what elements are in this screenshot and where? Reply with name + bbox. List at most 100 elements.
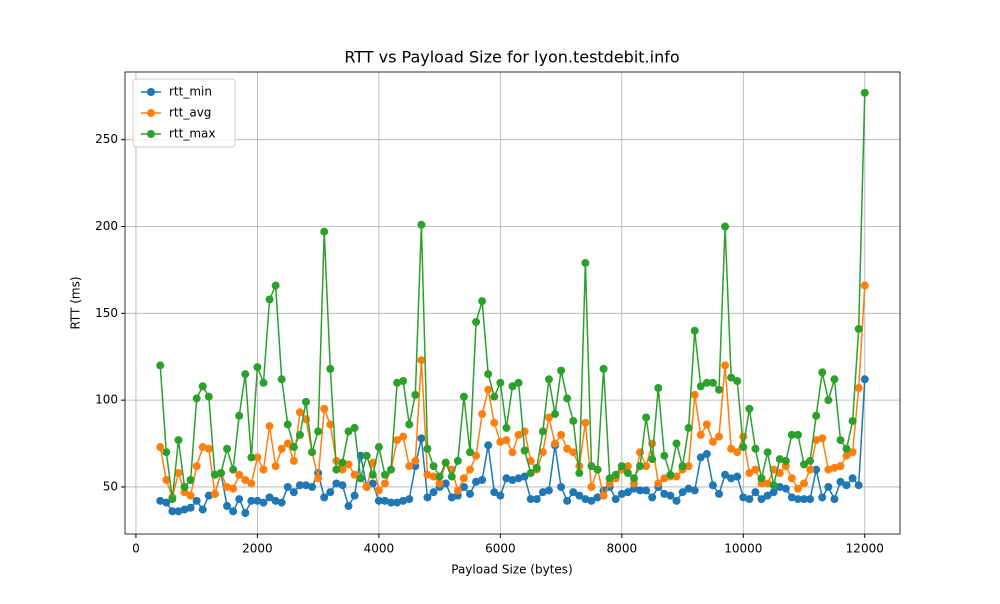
data-point [708,378,717,387]
data-point [283,420,292,429]
data-point [696,382,705,391]
data-point [751,444,760,453]
data-point [301,481,310,490]
data-point [490,418,499,427]
data-point [484,441,493,450]
data-point [557,366,566,375]
data-point [854,324,863,333]
y-tick-label: 50 [103,479,118,493]
data-point [174,436,183,445]
x-tick-label: 6000 [485,542,516,556]
data-point [180,505,189,514]
data-point [800,479,809,488]
data-point [320,493,329,502]
data-point [599,491,608,500]
data-point [380,470,389,479]
data-point [715,489,724,498]
data-point [247,496,256,505]
y-axis-label: RTT (ms) [69,276,83,329]
data-point [253,453,262,462]
data-point [696,430,705,439]
data-point [654,479,663,488]
data-point [465,489,474,498]
data-point [368,470,377,479]
data-point [435,479,444,488]
data-point [308,482,317,491]
data-point [465,448,474,457]
data-point [860,281,869,290]
data-point [781,484,790,493]
data-point [186,491,195,500]
data-point [362,451,371,460]
data-point [168,495,177,504]
data-point [435,472,444,481]
data-point [271,496,280,505]
x-axis-label: Payload Size (bytes) [451,563,572,577]
data-point [775,469,784,478]
data-point [708,481,717,490]
data-point [727,444,736,453]
data-point [830,463,839,472]
data-point [429,472,438,481]
data-point [235,411,244,420]
data-point [575,491,584,500]
data-point [241,476,250,485]
data-point [690,486,699,495]
data-point [502,423,511,432]
data-point [192,496,201,505]
data-point [332,479,341,488]
data-point [295,408,304,417]
data-point [824,396,833,405]
data-point [575,469,584,478]
data-point [721,222,730,231]
data-point [393,436,402,445]
data-point [587,496,596,505]
data-point [204,444,213,453]
data-point [162,448,171,457]
data-point [314,474,323,483]
data-point [350,423,359,432]
data-point [362,482,371,491]
data-point [484,385,493,394]
data-point [818,368,827,377]
data-point [666,470,675,479]
data-point [198,443,207,452]
data-point [787,474,796,483]
data-point [508,476,517,485]
data-point [496,378,505,387]
data-point [405,462,414,471]
data-point [642,486,651,495]
data-point [447,472,456,481]
data-point [757,495,766,504]
data-point [411,390,420,399]
data-point [812,411,821,420]
data-point [605,474,614,483]
data-point [289,443,298,452]
data-point [763,491,772,500]
data-point [399,496,408,505]
data-point [459,392,468,401]
data-point [538,427,547,436]
data-point [259,498,268,507]
data-point [387,498,396,507]
data-point [338,465,347,474]
data-point [745,404,754,413]
data-point [508,448,517,457]
data-point [259,378,268,387]
data-point [727,373,736,382]
data-point [642,413,651,422]
data-point [399,432,408,441]
data-point [210,470,219,479]
data-point [198,382,207,391]
data-point [326,420,335,429]
data-point [198,505,207,514]
data-point [836,436,845,445]
data-point [538,448,547,457]
data-point [812,465,821,474]
y-tick-label: 150 [95,306,118,320]
data-point [459,474,468,483]
data-point [399,377,408,386]
legend-marker [147,130,155,138]
data-point [186,503,195,512]
data-point [441,458,450,467]
